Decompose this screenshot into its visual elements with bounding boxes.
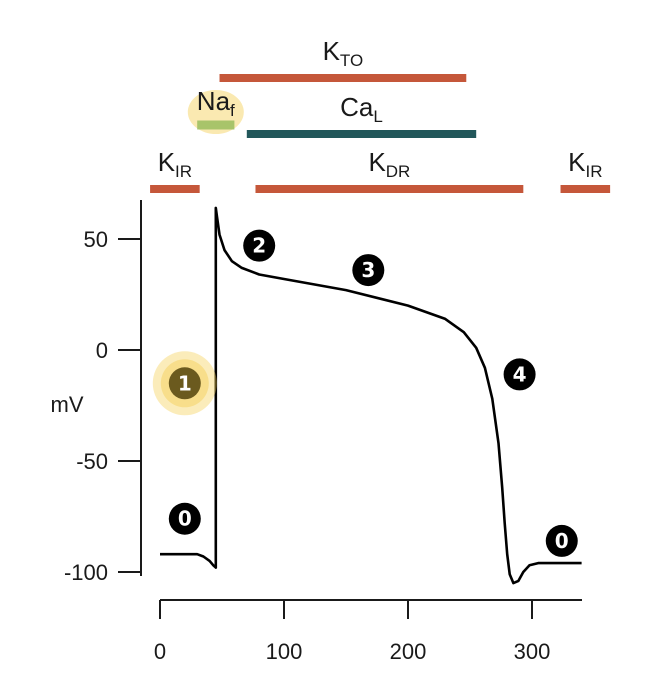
- channel-label: KIR: [568, 147, 602, 181]
- x-tick-label: 100: [266, 639, 303, 664]
- x-tick-label: 0: [154, 639, 166, 664]
- y-tick-label: 0: [96, 338, 108, 363]
- channel-label: KTO: [323, 36, 364, 70]
- channel-label: Naf: [197, 86, 235, 120]
- y-tick-label: 50: [84, 227, 108, 252]
- channel-bar: [197, 120, 235, 130]
- phase-label: 0: [555, 529, 569, 553]
- channel-labels: KTO Naf CaL KIR KDR KIR: [158, 36, 603, 181]
- phase-label: 0: [178, 507, 192, 531]
- channel-bar: [246, 130, 477, 138]
- channel-label: KIR: [158, 147, 192, 181]
- y-axis-label: mV: [51, 392, 84, 417]
- phase-marker: [243, 229, 276, 262]
- y-tick-label: -100: [64, 560, 108, 585]
- x-tick-label: 300: [514, 639, 551, 664]
- action-potential-trace: [160, 206, 582, 585]
- channel-label: KDR: [368, 147, 410, 181]
- phase-markers: 0 1 2 3 4 0: [152, 229, 578, 557]
- phase-marker: [168, 502, 201, 535]
- tick-layer: 50 0 -50 -100 0 100 200 300: [64, 227, 550, 664]
- axes: [140, 200, 582, 601]
- phase-marker: [545, 524, 578, 557]
- channel-bars: [150, 74, 611, 193]
- phase-label: 3: [361, 258, 375, 282]
- channel-label: CaL: [340, 92, 383, 126]
- channel-bar: [219, 74, 467, 82]
- phase-label: 4: [513, 362, 527, 386]
- phase-label: 1: [178, 371, 192, 395]
- phase-marker: [503, 358, 536, 391]
- y-tick-label: -50: [76, 449, 108, 474]
- channel-bar: [560, 185, 611, 193]
- phase-marker: [168, 367, 201, 400]
- phase-marker: [352, 254, 385, 287]
- channel-bar: [150, 185, 200, 193]
- phase-label: 2: [252, 234, 266, 258]
- x-tick-label: 200: [390, 639, 427, 664]
- channel-bar: [255, 185, 524, 193]
